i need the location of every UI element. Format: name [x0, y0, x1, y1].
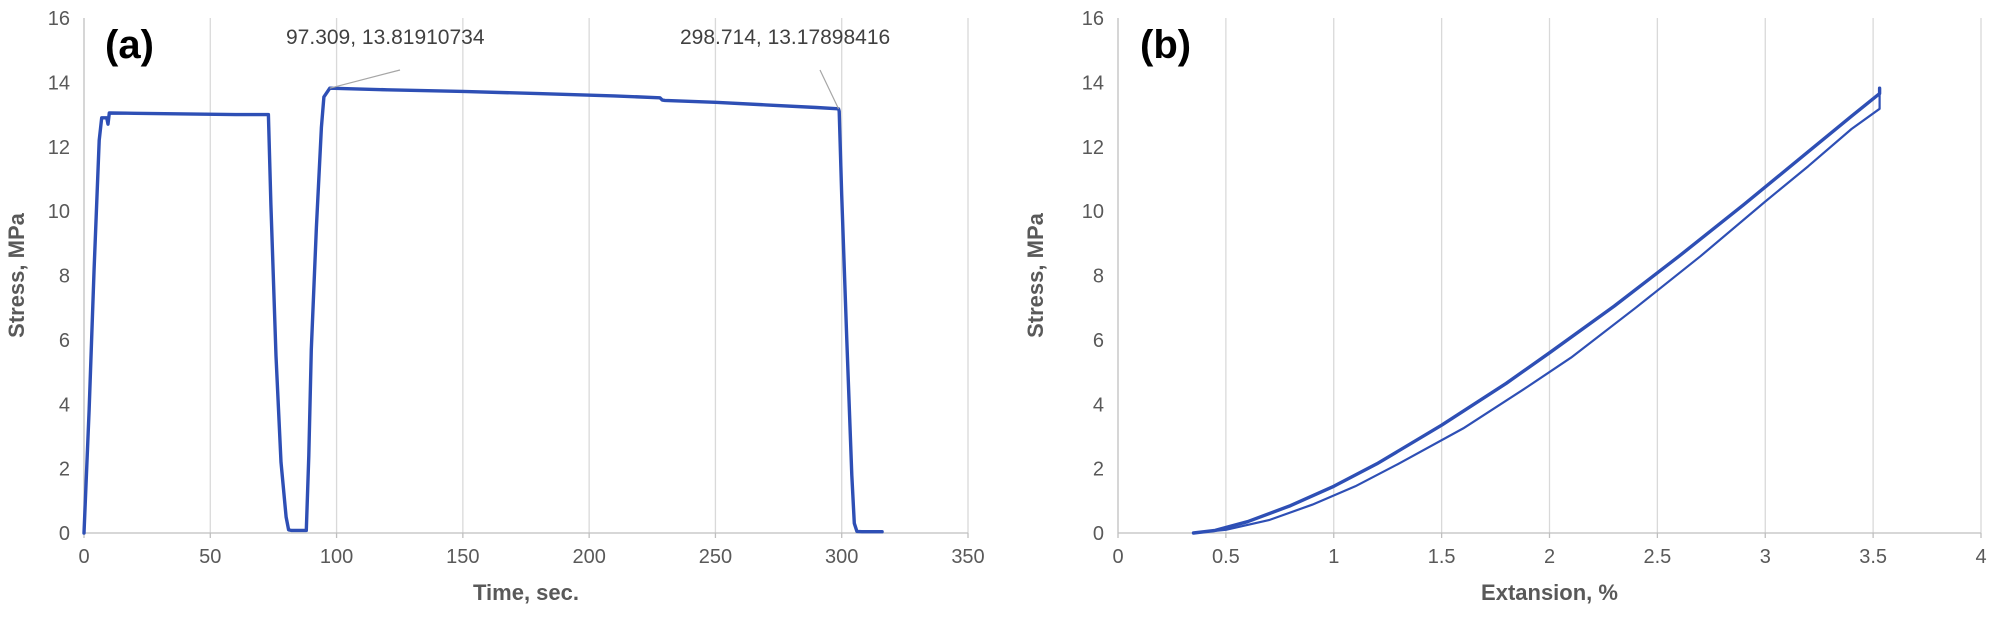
panel-label: (b)	[1140, 23, 1191, 67]
annotation-leader	[819, 69, 840, 110]
chart-panel-a: 0 50 100 150 200 250 300 350 0 2 4 6 8 10 12 14 16 Time, …	[4, 8, 985, 605]
x-tick-label: 200	[572, 546, 605, 568]
x-tick-label: 300	[825, 546, 858, 568]
x-tick-label: 0	[78, 546, 89, 568]
x-tick-label: 350	[951, 546, 984, 568]
x-tick-label: 3	[1760, 546, 1771, 568]
x-tick-label: 150	[446, 546, 479, 568]
y-tick-label: 0	[59, 523, 70, 545]
x-tick-label: 0	[1112, 546, 1123, 568]
x-tick-label: 50	[199, 546, 221, 568]
x-tick-label: 4	[1975, 546, 1986, 568]
y-tick-label: 12	[48, 137, 70, 159]
y-tick-label: 8	[1093, 266, 1104, 288]
y-tick-label: 4	[59, 394, 70, 416]
chart-panel-b: 0 0.5 1 1.5 2 2.5 3 3.5 4 0 2 4 6 8 10 12 14 16 Extansion,…	[1023, 8, 1987, 605]
x-tick-label: 2	[1544, 546, 1555, 568]
series-line-2	[1192, 87, 1881, 535]
y-tick-label: 2	[59, 459, 70, 481]
x-tick-label: 0.5	[1212, 546, 1240, 568]
y-tick-label: 14	[48, 72, 70, 94]
panel-label: (a)	[105, 23, 154, 67]
x-tick-label: 2.5	[1643, 546, 1671, 568]
y-tick-label: 0	[1093, 523, 1104, 545]
series-line-1	[1191, 86, 1882, 535]
series-line-1	[82, 86, 884, 535]
x-axis-title: Extansion, %	[1481, 580, 1618, 605]
y-tick-label: 6	[59, 330, 70, 352]
y-tick-label: 4	[1093, 394, 1104, 416]
data-label: 298.714, 13.17898416	[680, 26, 890, 49]
annotation-leader	[329, 69, 401, 89]
y-tick-label: 16	[1082, 8, 1104, 30]
y-tick-label: 14	[1082, 72, 1104, 94]
y-tick-label: 6	[1093, 330, 1104, 352]
x-axis-title: Time, sec.	[473, 580, 579, 605]
y-axis-title: Stress, MPa	[4, 212, 29, 337]
y-tick-label: 12	[1082, 137, 1104, 159]
y-tick-label: 10	[1082, 201, 1104, 223]
y-tick-label: 2	[1093, 459, 1104, 481]
x-tick-label: 250	[699, 546, 732, 568]
x-tick-label: 1.5	[1428, 546, 1456, 568]
y-tick-label: 16	[48, 8, 70, 30]
y-tick-label: 8	[59, 266, 70, 288]
y-axis-title: Stress, MPa	[1023, 212, 1048, 337]
data-label: 97.309, 13.81910734	[286, 26, 485, 49]
y-tick-label: 10	[48, 201, 70, 223]
x-tick-label: 3.5	[1859, 546, 1887, 568]
x-tick-label: 1	[1328, 546, 1339, 568]
x-tick-label: 100	[320, 546, 353, 568]
